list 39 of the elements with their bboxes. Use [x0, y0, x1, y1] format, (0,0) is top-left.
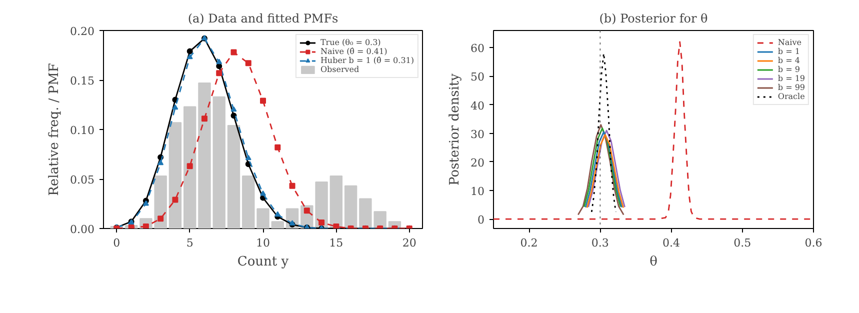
- y-tick-label: 0: [478, 214, 484, 227]
- legend-label: Naive (θ̂ = 0.41): [320, 47, 388, 56]
- x-axis-title: θ: [650, 254, 658, 270]
- legend-label: Naive: [778, 38, 802, 47]
- chart-title: (a) Data and fitted PMFs: [188, 12, 338, 26]
- x-tick-label: 0: [113, 236, 120, 250]
- y-tick-label: 0.00: [70, 223, 95, 236]
- x-tick-label: 5: [186, 236, 194, 250]
- x-axis-title: Count y: [237, 254, 290, 270]
- legend-label: True (θ₀ = 0.3): [320, 38, 381, 47]
- x-tick-label: 0.2: [520, 236, 538, 250]
- y-tick-label: 0.05: [70, 174, 95, 186]
- y-tick-label: 30: [470, 128, 485, 141]
- x-tick-label: 0.6: [804, 236, 822, 250]
- x-tick-label: 0.4: [662, 236, 680, 250]
- legend-label: b = 99: [778, 83, 805, 92]
- legend-label: Huber b = 1 (θ̂ = 0.31): [320, 56, 414, 65]
- legend-label: Oracle: [778, 92, 805, 101]
- x-tick-label: 10: [256, 236, 270, 250]
- y-tick-label: 60: [470, 42, 485, 56]
- x-tick-label: 15: [329, 236, 344, 250]
- y-axis-title: Posterior density: [448, 72, 463, 186]
- x-tick-label: 0.3: [591, 236, 609, 250]
- y-tick-label: 0.15: [70, 74, 95, 88]
- y-tick-label: 50: [470, 70, 485, 84]
- y-tick-label: 0.20: [70, 25, 95, 38]
- legend-label: b = 9: [778, 65, 800, 74]
- x-tick-label: 20: [402, 236, 416, 250]
- legend-label: b = 19: [778, 74, 805, 83]
- y-tick-label: 20: [470, 156, 485, 170]
- legend-label: b = 1: [778, 47, 800, 56]
- chart-title: (b) Posterior for θ: [599, 12, 708, 26]
- legend-label: Observed: [320, 65, 360, 74]
- y-tick-label: 40: [470, 99, 485, 112]
- y-axis-title: Relative freq. / PMF: [47, 63, 62, 196]
- y-tick-label: 0.10: [70, 124, 95, 137]
- legend-label: b = 4: [778, 56, 800, 65]
- y-tick-label: 10: [470, 185, 485, 198]
- x-tick-label: 0.5: [734, 236, 752, 250]
